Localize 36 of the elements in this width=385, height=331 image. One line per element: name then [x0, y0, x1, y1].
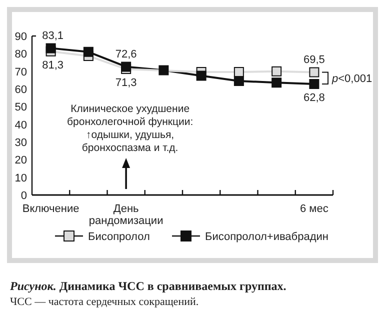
- y-tick-label: 90: [14, 31, 27, 43]
- data-label: 83,1: [42, 30, 64, 42]
- x-tick-label: 6 мес: [300, 203, 329, 215]
- y-tick-label: 0: [20, 190, 27, 202]
- y-tick-label: 80: [14, 48, 27, 61]
- point: [234, 67, 244, 78]
- data-label: 62,8: [303, 92, 325, 104]
- y-tick-label: 20: [14, 154, 27, 167]
- data-label: 71,3: [115, 77, 137, 90]
- point: [309, 79, 320, 90]
- text: ЧСС — частота сердечных сокращений.: [10, 296, 199, 308]
- y-tick-label: 40: [14, 119, 27, 132]
- legend-label: Бисопролол: [88, 231, 150, 243]
- point: [46, 43, 56, 54]
- point: [234, 76, 244, 86]
- data-label: 81,3: [42, 59, 64, 72]
- y-tick-label: 70: [14, 66, 27, 78]
- x-tick-label: Включение: [22, 203, 80, 215]
- legend-label: Бисопролол+ивабрадин: [205, 231, 328, 243]
- annotation: p<0,001: [331, 73, 372, 86]
- point: [309, 67, 320, 78]
- y-tick-label: 50: [14, 102, 27, 114]
- y-tick-label: 60: [14, 84, 27, 96]
- point: [272, 66, 282, 76]
- point: [158, 65, 169, 76]
- point: [121, 62, 132, 72]
- text: Рисунок. Динамика ЧСС в сравниваемых группах.: [10, 279, 286, 293]
- annotation: Клиническое ухудшение бронхолегочной функции: ↑одышки, удушья, бронхоспазма и т.д.: [67, 103, 194, 154]
- data-label: 69,5: [303, 54, 325, 66]
- x-tick-label: День рандомизации: [88, 203, 164, 227]
- point: [83, 46, 94, 57]
- data-label: 72,6: [115, 48, 137, 61]
- y-tick-label: 30: [14, 137, 27, 149]
- point: [272, 78, 282, 88]
- point: [196, 70, 206, 81]
- y-tick-label: 10: [14, 172, 27, 184]
